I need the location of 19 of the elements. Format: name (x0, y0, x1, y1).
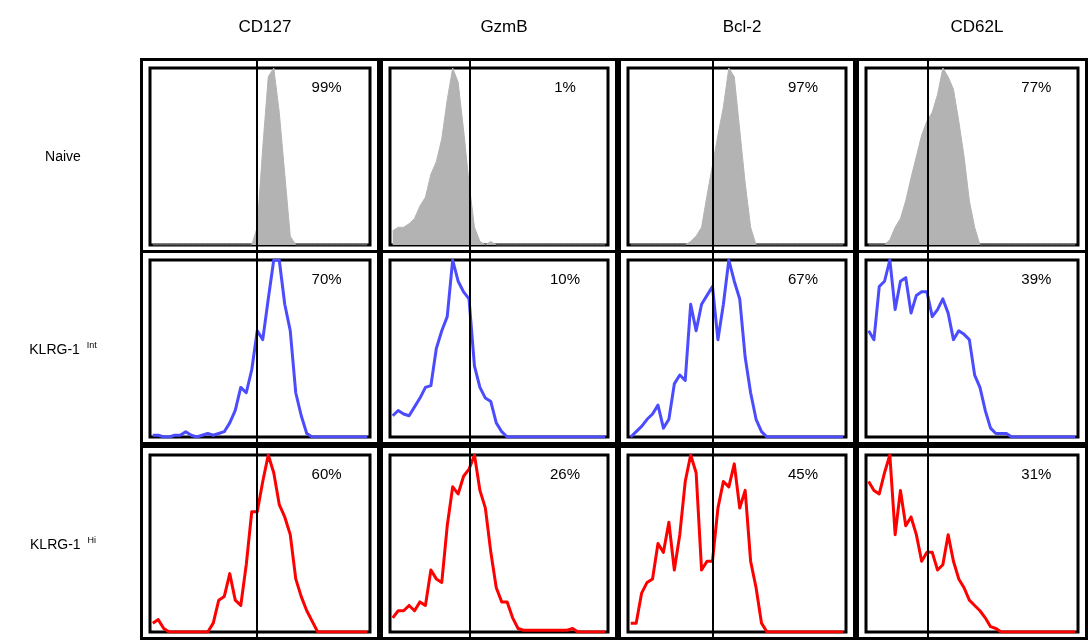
annotation: 26% (550, 465, 581, 482)
annotation: 31% (1021, 465, 1052, 482)
annotation: 1% (554, 78, 576, 95)
chart-title: GzmB (480, 17, 528, 36)
annotation: 39% (1021, 270, 1052, 287)
annotation: 70% (311, 270, 342, 287)
chart-title: CD62L (950, 17, 1004, 36)
annotation: 67% (788, 270, 819, 287)
y-axis-title: Naive (45, 147, 82, 164)
annotation: 60% (311, 465, 342, 482)
y-axis-title: KLRG-1 Int (29, 340, 98, 357)
annotation: 99% (311, 78, 342, 95)
annotation: 97% (788, 78, 819, 95)
y-axis-title: KLRG-1 Hi (30, 535, 96, 552)
annotation: 77% (1021, 78, 1052, 95)
chart-title: Bcl-2 (722, 17, 762, 36)
annotation: 45% (788, 465, 819, 482)
chart-title: CD127 (238, 17, 292, 36)
annotation: 10% (550, 270, 581, 287)
